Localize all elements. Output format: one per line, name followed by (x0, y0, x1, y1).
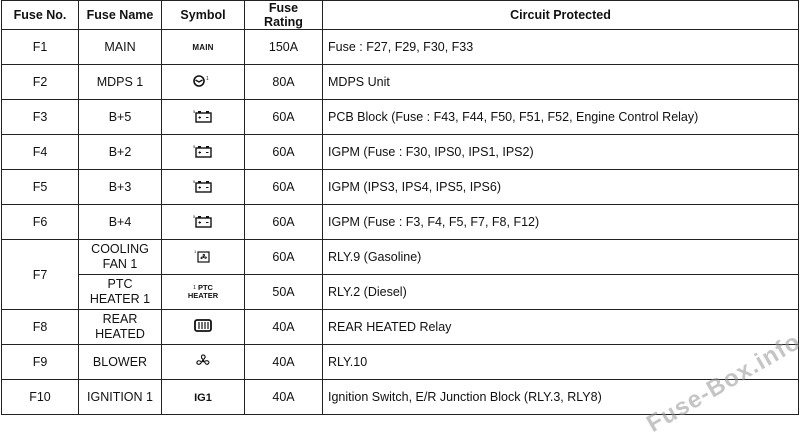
table-row: F1 MAIN MAIN 150A Fuse : F27, F29, F30, … (1, 29, 799, 65)
battery-icon: 5 (192, 144, 214, 161)
table-row: F9 BLOWER 40A RLY.10 (1, 344, 799, 380)
fuse-rating: 50A (244, 274, 323, 310)
battery-sup: 5 (193, 109, 196, 114)
fuse-no: F6 (1, 204, 79, 240)
fuse-rating: 40A (244, 309, 323, 345)
symbol-cell: IG1 (161, 379, 245, 415)
circuit-protected: PCB Block (Fuse : F43, F44, F50, F51, F5… (322, 99, 799, 135)
fuse-name-line: FAN 1 (102, 257, 138, 271)
blower-fan-icon (194, 352, 212, 373)
ptc-heater-symbol: 1 PTC HEATER (187, 282, 219, 300)
table-row: F5 B+3 5 60A IGPM (IPS3, IPS4, IPS5, IPS… (1, 169, 799, 205)
fuse-rating: 40A (244, 379, 323, 415)
fuse-no: F5 (1, 169, 79, 205)
circuit-protected: Fuse : F27, F29, F30, F33 (322, 29, 799, 65)
fuse-rating: 40A (244, 344, 323, 380)
fuse-no: F8 (1, 309, 79, 345)
fuse-name: B+4 (78, 204, 162, 240)
circuit-protected: RLY.9 (Gasoline) (322, 239, 799, 275)
symbol-cell: 1 (161, 64, 245, 100)
circuit-protected: RLY.2 (Diesel) (322, 274, 799, 310)
circuit-protected: IGPM (Fuse : F30, IPS0, IPS1, IPS2) (322, 134, 799, 170)
symbol-cell: 1 PTC HEATER (161, 274, 245, 310)
fuse-no: F3 (1, 99, 79, 135)
fuse-name-line: HEATER 1 (89, 292, 151, 306)
header-symbol: Symbol (161, 0, 245, 30)
circuit-protected: MDPS Unit (322, 64, 799, 100)
fuse-no: F2 (1, 64, 79, 100)
battery-sup: 5 (193, 214, 196, 219)
symbol-cell: 5 (161, 134, 245, 170)
table-row: F7 COOLING FAN 1 1 60A RLY.9 (Gasoline) (1, 239, 799, 310)
ptc-sup: 1 (193, 284, 196, 291)
fuse-name-line: COOLING (91, 242, 149, 256)
fuse-no: F7 (1, 239, 79, 310)
table-row: F2 MDPS 1 1 80A MDPS Unit (1, 64, 799, 100)
fuse-rating: 60A (244, 134, 323, 170)
fuse-rating: 60A (244, 204, 323, 240)
header-fuse-rating: Fuse Rating (244, 0, 323, 30)
fuse-name: REAR HEATED (78, 309, 162, 345)
fuse-name-line: PTC (107, 277, 133, 291)
fuse-table: Fuse No. Fuse Name Symbol Fuse Rating Ci… (1, 0, 799, 415)
ptc-line1: PTC (197, 282, 213, 292)
circuit-protected: IGPM (IPS3, IPS4, IPS5, IPS6) (322, 169, 799, 205)
cooling-fan-icon: 1 (192, 248, 214, 267)
table-row: F4 B+2 5 60A IGPM (Fuse : F30, IPS0, IPS… (1, 134, 799, 170)
fuse-name: COOLING FAN 1 (78, 239, 162, 275)
symbol-cell: 5 (161, 169, 245, 205)
header-row: Fuse No. Fuse Name Symbol Fuse Rating Ci… (1, 0, 799, 30)
mdps-sup: 1 (206, 76, 209, 82)
rear-defroster-icon (192, 318, 214, 337)
fuse-rating: 60A (244, 239, 323, 275)
symbol-cell (161, 344, 245, 380)
table-row: F8 REAR HEATED 40A REAR HEATED Relay (1, 309, 799, 345)
fuse-name: PTC HEATER 1 (78, 274, 162, 310)
fuse-name: IGNITION 1 (78, 379, 162, 415)
circuit-protected: REAR HEATED Relay (322, 309, 799, 345)
symbol-cell: MAIN (161, 29, 245, 65)
battery-sup: 5 (193, 144, 196, 149)
fuse-no: F4 (1, 134, 79, 170)
fuse-name: B+3 (78, 169, 162, 205)
fuse-name-line: REAR (102, 312, 138, 326)
symbol-cell: 1 (161, 239, 245, 275)
fuse-rating: 80A (244, 64, 323, 100)
fuse-name-line: HEATED (95, 327, 145, 341)
circuit-protected: Ignition Switch, E/R Junction Block (RLY… (322, 379, 799, 415)
steering-wheel-icon: 1 (192, 74, 214, 91)
header-fuse-no: Fuse No. (1, 0, 79, 30)
fuse-name: BLOWER (78, 344, 162, 380)
battery-icon: 5 (192, 109, 214, 126)
battery-icon: 5 (192, 179, 214, 196)
table-row: F3 B+5 5 60A PCB Block (Fuse : F43, F44,… (1, 99, 799, 135)
fuse-rating: 60A (244, 169, 323, 205)
fuse-no: F10 (1, 379, 79, 415)
fuse-rating: 150A (244, 29, 323, 65)
fuse-no: F9 (1, 344, 79, 380)
circuit-protected: IGPM (Fuse : F3, F4, F5, F7, F8, F12) (322, 204, 799, 240)
fuse-name: MDPS 1 (78, 64, 162, 100)
ptc-line2: HEATER (187, 290, 219, 300)
battery-icon: 5 (192, 214, 214, 231)
header-fuse-name: Fuse Name (78, 0, 162, 30)
circuit-protected: RLY.10 (322, 344, 799, 380)
table-row: PTC HEATER 1 1 PTC HEATER 50A RLY.2 (Die… (2, 274, 799, 310)
symbol-cell: 5 (161, 204, 245, 240)
cooling-sup: 1 (194, 249, 197, 254)
fuse-name: B+2 (78, 134, 162, 170)
table-row: F10 IGNITION 1 IG1 40A Ignition Switch, … (1, 379, 799, 415)
fuse-rating: 60A (244, 99, 323, 135)
battery-sup: 5 (193, 179, 196, 184)
main-symbol: MAIN (192, 43, 214, 53)
ig1-symbol: IG1 (194, 391, 212, 404)
table-row: F6 B+4 5 60A IGPM (Fuse : F3, F4, F5, F7… (1, 204, 799, 240)
header-circuit: Circuit Protected (322, 0, 799, 30)
fuse-no: F1 (1, 29, 79, 65)
fuse-name: MAIN (78, 29, 162, 65)
fuse-name: B+5 (78, 99, 162, 135)
symbol-cell: 5 (161, 99, 245, 135)
symbol-cell (161, 309, 245, 345)
